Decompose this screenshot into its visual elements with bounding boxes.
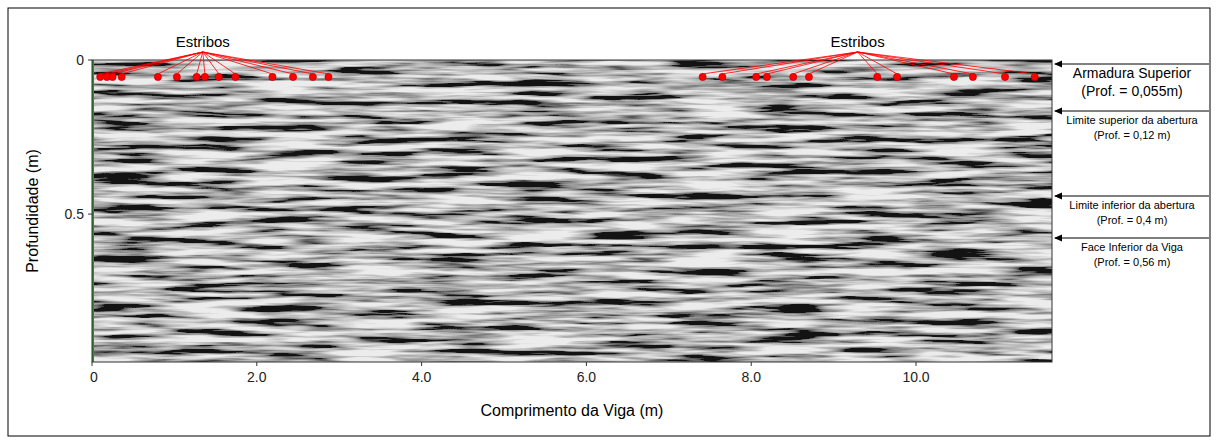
plot-frame <box>92 60 1052 362</box>
leader-line <box>203 52 293 74</box>
leader-line <box>203 52 329 74</box>
chart: 0 2.0 4.0 6.0 8.0 10.0 0 0.5 Comprimento da Viga… <box>0 0 1218 444</box>
leader-line <box>113 52 203 74</box>
x-tick <box>421 362 422 366</box>
stirrup-point <box>173 73 180 80</box>
leader-line <box>107 52 203 74</box>
arrow-head <box>1054 235 1062 242</box>
stirrup-point <box>97 73 104 80</box>
stirrup-point <box>753 73 760 80</box>
x-tick-label: 0 <box>90 369 98 385</box>
leader-line <box>756 52 857 74</box>
x-tick <box>751 362 752 366</box>
y-tick-label: 0.5 <box>65 206 85 222</box>
stirrup-point <box>874 73 881 80</box>
x-tick-label: 2.0 <box>247 369 267 385</box>
x-tick-label: 8.0 <box>741 369 761 385</box>
leader-line <box>767 52 858 74</box>
series-label: Estribos <box>176 33 230 50</box>
stirrup-point <box>309 73 316 80</box>
x-tick <box>92 362 93 366</box>
x-tick <box>586 362 587 366</box>
stirrup-point <box>325 73 332 80</box>
leader-line <box>722 52 857 74</box>
stirrup-point <box>193 73 200 80</box>
stirrup-point <box>154 73 161 80</box>
arrow-head <box>1054 193 1062 200</box>
leader-line <box>158 52 203 74</box>
leader-line <box>793 52 857 74</box>
plot-background <box>92 60 1052 362</box>
leader-line <box>197 52 203 74</box>
annotation-detail: (Prof. = 0,12 m) <box>1094 129 1171 141</box>
stirrup-point <box>950 73 957 80</box>
stirrup-point <box>763 73 770 80</box>
annotation-detail: (Prof. = 0,4 m) <box>1097 214 1168 226</box>
stirrup-point <box>215 73 222 80</box>
stirrup-point <box>289 73 296 80</box>
x-axis-title: Comprimento da Viga (m) <box>481 402 664 419</box>
stirrup-point <box>805 73 812 80</box>
annotation-text: Armadura Superior <box>1073 65 1192 81</box>
leader-line <box>858 52 954 74</box>
leader-line <box>203 52 313 74</box>
figure-frame <box>8 8 1210 436</box>
x-tick-label: 4.0 <box>412 369 432 385</box>
stirrup-point <box>719 73 726 80</box>
leader-line <box>122 52 203 74</box>
annotation-arrow <box>1055 196 1209 197</box>
annotation-arrow <box>1055 238 1209 239</box>
leader-line <box>203 52 273 74</box>
marks <box>97 73 1039 80</box>
y-tick <box>88 60 92 61</box>
leader-line <box>203 52 205 74</box>
stirrup-point <box>269 73 276 80</box>
leader-line <box>858 52 1035 74</box>
stirrup-point <box>118 73 125 80</box>
annotation-text: Limite inferior da abertura <box>1069 199 1195 211</box>
stirrup-point <box>1031 73 1038 80</box>
stirrup-point <box>109 73 116 80</box>
annotation-detail: (Prof. = 0,56 m) <box>1094 256 1171 268</box>
leader-line <box>703 52 858 74</box>
x-tick-label: 6.0 <box>577 369 597 385</box>
leader-line <box>858 52 973 74</box>
arrow-head <box>1054 108 1062 115</box>
annotation-arrow <box>1055 111 1209 112</box>
stirrup-point <box>790 73 797 80</box>
stirrup-point <box>201 73 208 80</box>
x-tick-label: 10.0 <box>902 369 929 385</box>
leader-line <box>809 52 858 74</box>
y-tick-label: 0 <box>76 52 84 68</box>
y-tick <box>88 214 92 215</box>
stirrup-point <box>893 73 900 80</box>
x-tick <box>256 362 257 366</box>
stirrup-point <box>1001 73 1008 80</box>
radargram-texture <box>92 60 1052 362</box>
y-axis-title: Profundidade (m) <box>24 149 41 273</box>
series-label: Estribos <box>831 33 885 50</box>
annotation-detail: (Prof. = 0,055m) <box>1081 83 1183 99</box>
annotation-text: Limite superior da abertura <box>1066 114 1198 126</box>
annotation-text: Face Inferior da Viga <box>1081 241 1184 253</box>
stirrup-point <box>969 73 976 80</box>
arrow-head <box>1054 61 1062 68</box>
leader-line <box>858 52 1005 74</box>
leader-line <box>100 52 203 74</box>
stirrup-point <box>232 73 239 80</box>
stirrup-point <box>699 73 706 80</box>
x-tick <box>916 362 917 366</box>
leader-line <box>177 52 203 74</box>
